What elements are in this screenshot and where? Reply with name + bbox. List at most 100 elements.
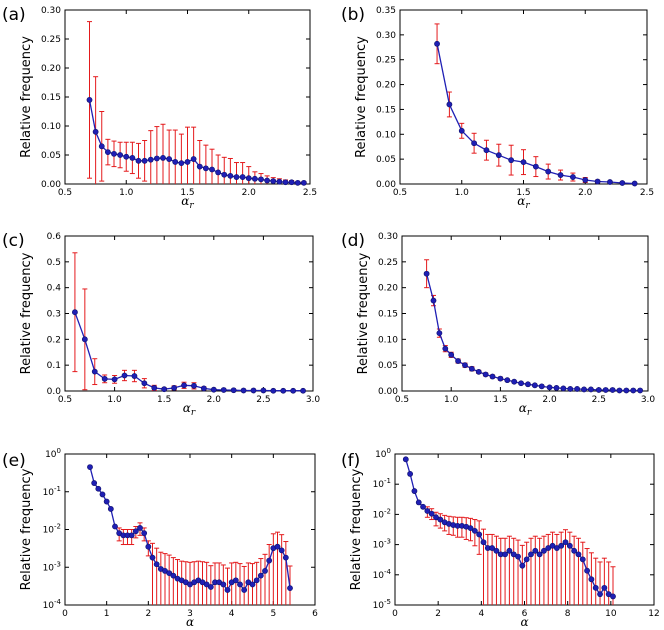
x-tick-label: 1.5 (493, 395, 507, 405)
data-point (215, 169, 222, 176)
data-point (237, 581, 243, 588)
chart-panel-0: (a) 0.5 1.0 1.5 2.0 2.5 0.00 0.05 0.10 0.15 0.20 0.… (2, 5, 317, 211)
data-point (566, 542, 573, 549)
x-tick-label: 0.5 (58, 188, 72, 198)
data-point (630, 387, 637, 394)
data-point (467, 525, 474, 532)
y-tick-label: 0.20 (376, 81, 396, 91)
data-point (430, 297, 437, 304)
x-tick-label: 2 (145, 609, 151, 619)
x-axis-label: αr (517, 194, 530, 211)
data-point (239, 174, 246, 180)
y-tick-label: 0.10 (41, 122, 61, 132)
y-tick-label: 10-5 (373, 598, 391, 611)
data-point (141, 157, 148, 164)
data-point (153, 155, 160, 162)
y-axis-label: Relative frequency (19, 36, 34, 158)
y-tick-label: 0.05 (376, 155, 396, 165)
data-point (515, 553, 521, 560)
y-tick-label: 0.20 (378, 284, 398, 294)
data-point (230, 387, 237, 394)
data-point (300, 179, 307, 186)
x-tick-label: 0.5 (58, 395, 72, 405)
data-point (489, 373, 496, 380)
x-tick-label: 0 (62, 609, 68, 619)
data-point (99, 491, 106, 498)
x-tick-label: 2.0 (207, 395, 222, 405)
data-points (86, 97, 307, 186)
data-point (497, 375, 504, 382)
data-point (476, 531, 483, 538)
x-tick-label: 2.5 (303, 188, 317, 198)
data-point (141, 530, 148, 537)
data-point (423, 270, 430, 277)
data-point (181, 382, 187, 389)
data-point (200, 385, 207, 392)
x-tick-label: 3 (187, 609, 193, 619)
x-tick-label: 1 (104, 609, 110, 619)
y-tick-label: 0.0 (47, 387, 62, 397)
data-point (270, 178, 277, 184)
data-point (209, 166, 215, 173)
data-points (423, 270, 644, 394)
y-tick-label: 10-2 (43, 523, 61, 536)
data-point (574, 386, 581, 392)
data-point (203, 581, 210, 588)
x-tick-label: 1.0 (107, 395, 122, 405)
data-point (87, 464, 93, 470)
x-tick-label: 2.5 (640, 188, 654, 198)
data-point (495, 152, 502, 159)
x-tick-label: 2.0 (542, 395, 557, 405)
data-point (402, 456, 409, 463)
data-point (588, 576, 595, 583)
error-bars (87, 21, 307, 184)
data-point (637, 387, 644, 394)
y-axis-label: Relative frequency (19, 468, 34, 590)
x-tick-label: 1.5 (157, 395, 171, 405)
y-tick-label: 0.20 (41, 64, 61, 74)
data-point (91, 480, 98, 486)
data-points (434, 40, 638, 187)
y-tick-label: 0.30 (376, 31, 396, 41)
data-point (112, 523, 118, 530)
data-point (72, 309, 78, 316)
data-point (104, 149, 111, 155)
data-point (493, 547, 500, 554)
y-tick-label: 10-3 (43, 560, 61, 573)
x-axis-label: αr (519, 401, 532, 418)
y-tick-label: 0.35 (376, 6, 396, 16)
x-tick-label: 2.0 (578, 188, 593, 198)
y-tick-label: 0.25 (41, 35, 61, 45)
data-point (245, 175, 252, 182)
plot-frame (394, 453, 655, 606)
y-tick-label: 0.30 (41, 6, 61, 16)
error-bars (434, 23, 638, 185)
y-tick-label: 100 (375, 447, 391, 460)
data-point (129, 154, 136, 161)
y-tick-label: 10-2 (373, 507, 391, 520)
data-point (623, 387, 630, 394)
y-tick-label: 10-3 (373, 538, 391, 551)
data-point (288, 179, 295, 186)
data-point (249, 581, 256, 588)
data-point (584, 567, 590, 574)
data-point (92, 128, 99, 135)
data-point (420, 503, 426, 510)
data-point (135, 157, 142, 164)
chart-panel-3: (d) 0.5 1.0 1.5 2.0 2.5 3.0 0.00 0.05 0.10 0.15 0.2… (341, 231, 655, 418)
data-point (166, 156, 173, 162)
chart-panel-4: (e) 0 1 2 3 4 5 6 10-4 10-3 10-2 10-1 100 Relative fr… (2, 447, 318, 629)
y-tick-label: 0.05 (41, 151, 61, 161)
panel-label: (d) (341, 231, 365, 251)
data-point (184, 159, 191, 165)
data-point (475, 368, 482, 375)
x-tick-label: 2.0 (242, 188, 257, 198)
chart-panel-5: (f) 0 2 4 6 8 10 12 10-5 10-4 10-3 10-2 10-1 100 Relat… (341, 447, 660, 629)
x-tick-label: 1.0 (119, 188, 134, 198)
data-point (141, 380, 148, 387)
x-tick-label: 0 (392, 609, 398, 619)
error-bars (72, 252, 306, 392)
data-point (149, 554, 156, 561)
data-points (87, 464, 293, 593)
